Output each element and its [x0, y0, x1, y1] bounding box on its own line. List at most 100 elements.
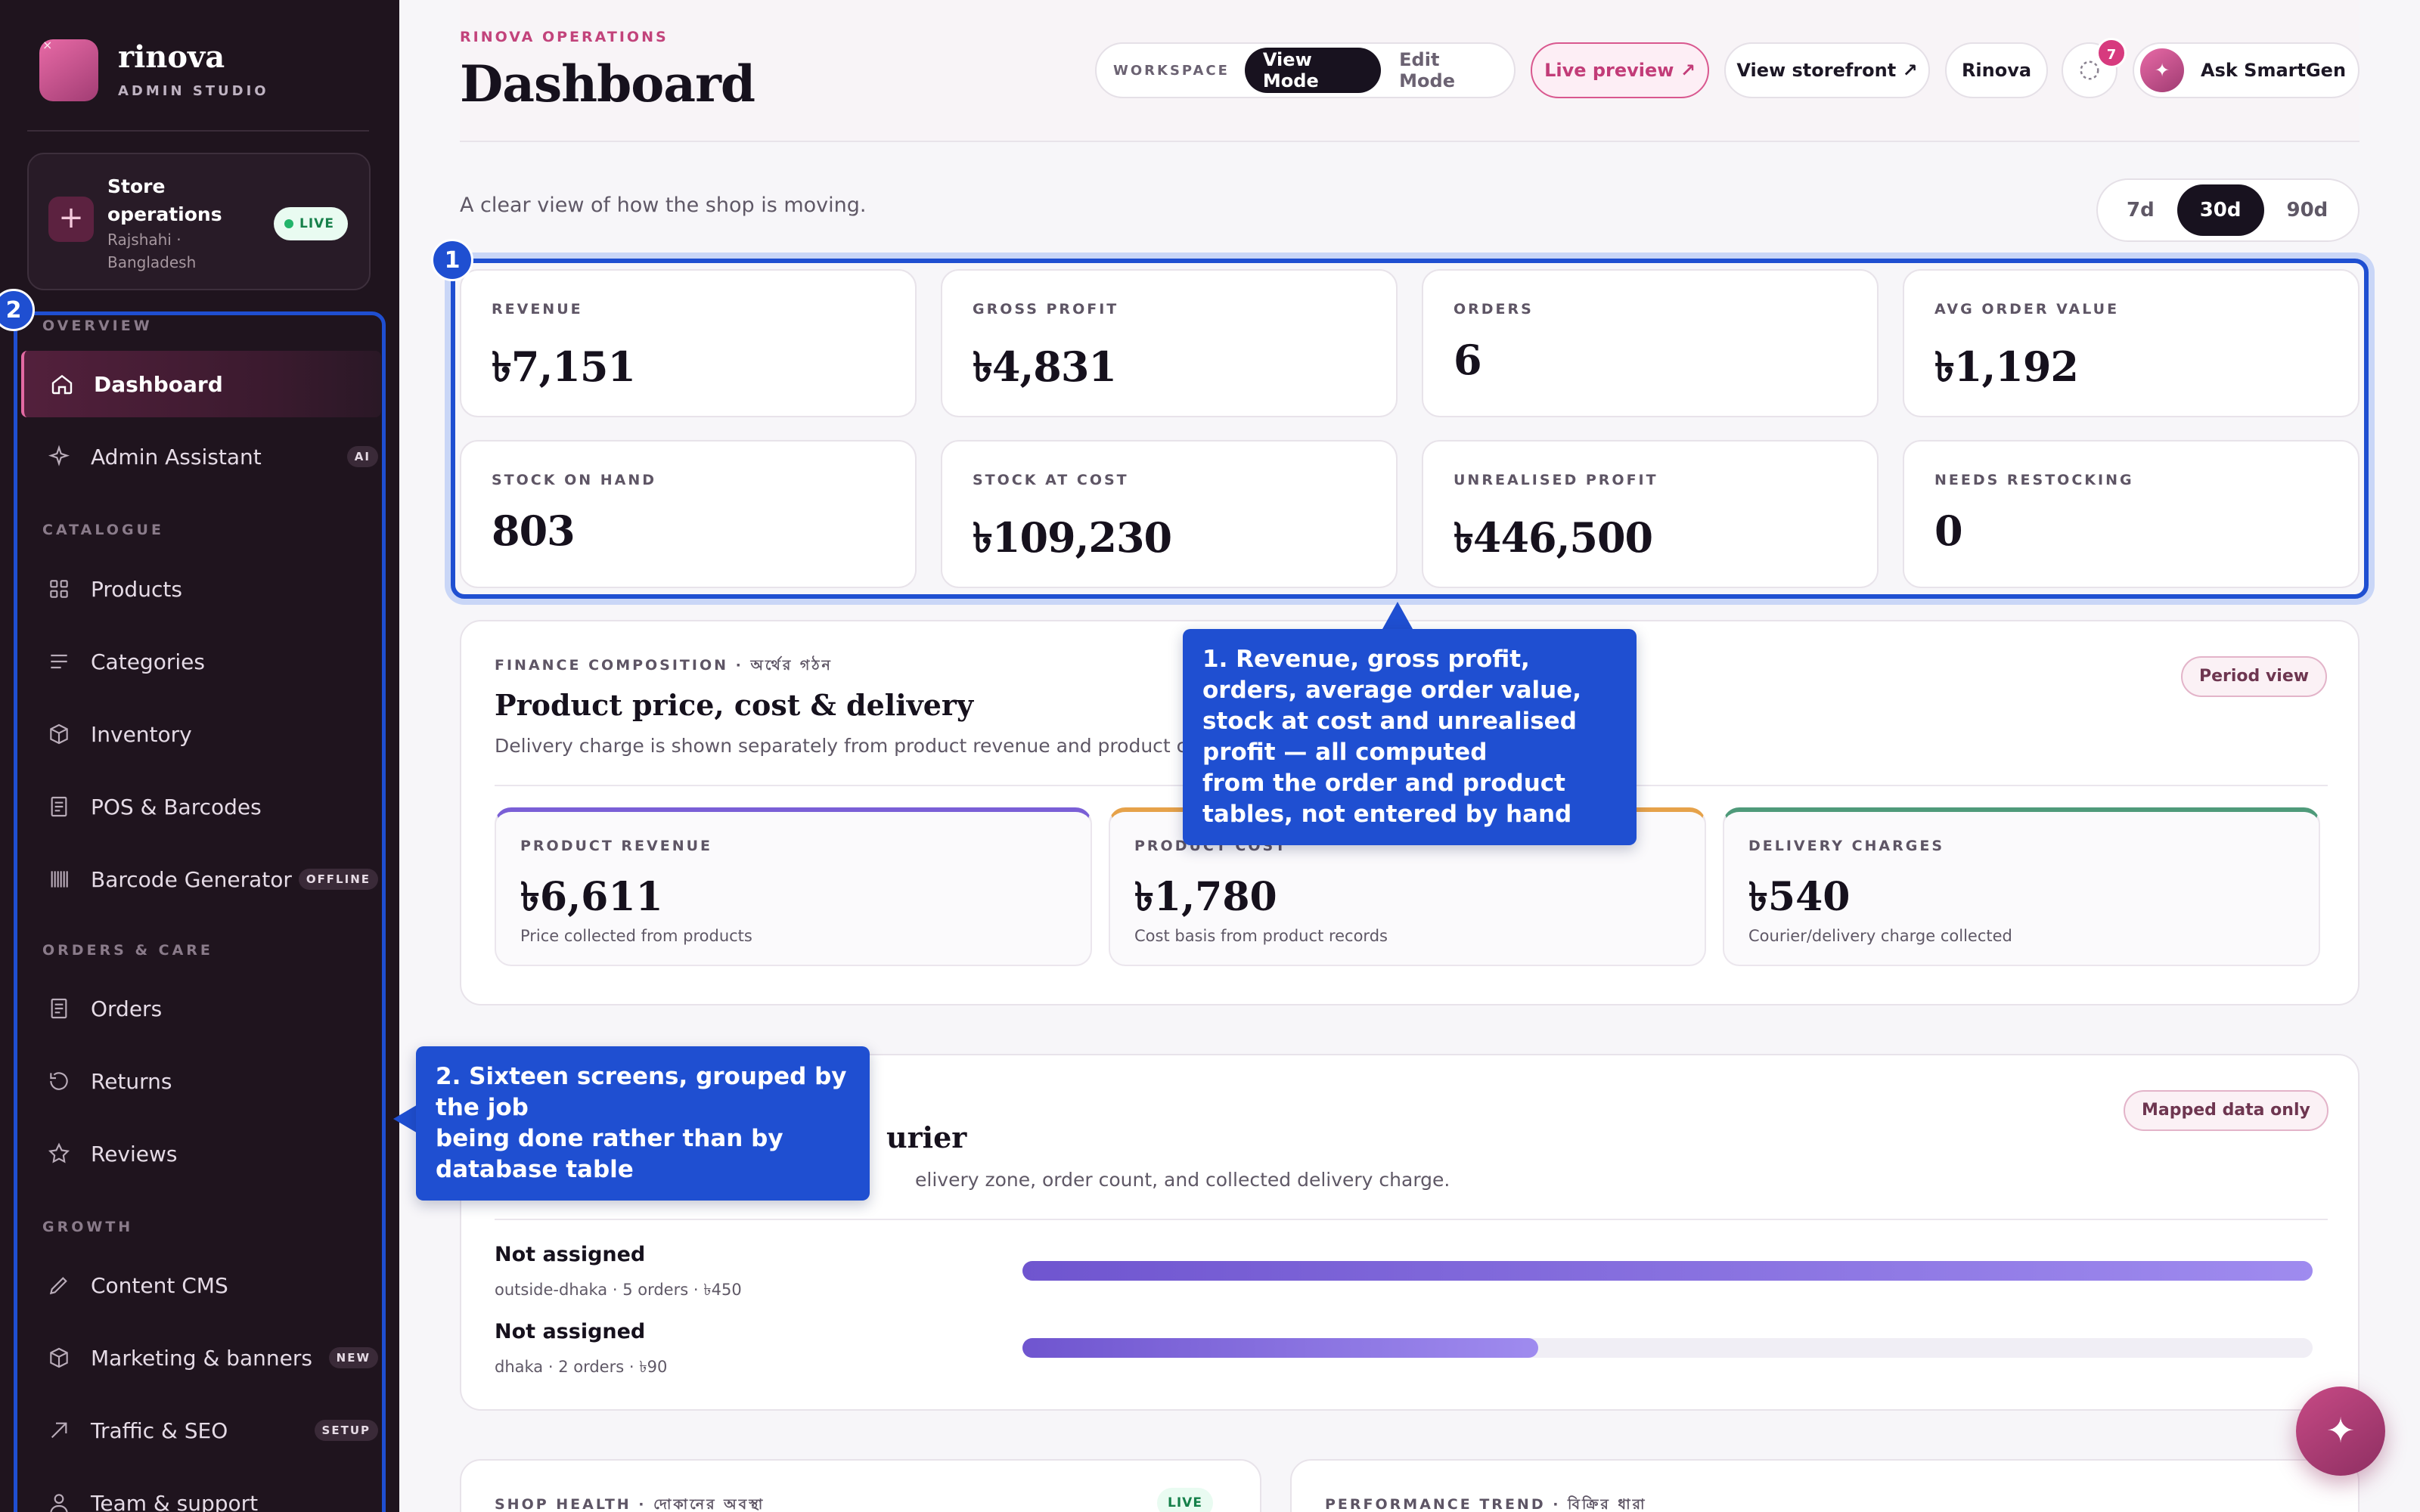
sidebar-item-dashboard[interactable]: Dashboard	[21, 351, 381, 417]
sidebar-item-label: Admin Assistant	[91, 444, 262, 469]
card-eyebrow: PERFORMANCE TREND · বিক্রির ধারা	[1325, 1496, 1647, 1512]
sub-card-note: Cost basis from product records	[1134, 927, 1388, 945]
kpi-card-orders: ORDERS 6	[1422, 269, 1879, 417]
card-title: Product price, cost & delivery	[495, 688, 974, 722]
brand-logo: ×	[39, 38, 98, 101]
nav-section-overview: OVERVIEW	[42, 318, 153, 334]
kpi-value: 803	[492, 507, 576, 555]
pencil-icon	[49, 1277, 67, 1295]
barcode-icon	[51, 871, 68, 888]
sidebar-item-inventory[interactable]: Inventory	[21, 701, 381, 767]
sidebar-item-label: Reviews	[91, 1141, 178, 1167]
grid-icon	[50, 580, 68, 598]
kpi-label: NEEDS RESTOCKING	[1934, 472, 2134, 488]
page-eyebrow: RINOVA OPERATIONS	[460, 29, 669, 45]
range-90d[interactable]: 90d	[2286, 199, 2328, 222]
kpi-value: ৳446,500	[1454, 513, 1653, 562]
sidebar-item-categories[interactable]: Categories	[21, 628, 381, 695]
nav-section-growth: GROWTH	[42, 1219, 134, 1235]
new-badge: NEW	[328, 1347, 378, 1368]
sidebar-item-returns[interactable]: Returns	[21, 1048, 381, 1114]
spinner-icon	[2080, 60, 2099, 80]
annotation-callout-1: 1. Revenue, gross profit, orders, averag…	[1183, 629, 1637, 845]
sidebar-item-label: Orders	[91, 996, 163, 1021]
brand[interactable]: × rinova ADMIN STUDIO	[39, 38, 269, 101]
route-bar-track	[1022, 1338, 2313, 1358]
sub-card-value: ৳540	[1748, 874, 1851, 920]
plus-icon: +	[48, 197, 94, 242]
sidebar-item-reviews[interactable]: Reviews	[21, 1120, 381, 1187]
sidebar-highlight-frame	[14, 311, 386, 1512]
live-preview-button[interactable]: Live preview ↗	[1531, 42, 1709, 98]
delivery-charges-card: DELIVERY CHARGES ৳540 Courier/delivery c…	[1723, 807, 2320, 966]
store-name-button[interactable]: Rinova	[1945, 42, 2048, 98]
home-icon	[51, 374, 73, 395]
offline-badge: OFFLINE	[298, 869, 378, 890]
sidebar-item-team-support[interactable]: Team & support	[21, 1470, 381, 1512]
range-30d[interactable]: 30d	[2176, 184, 2264, 236]
annotation-callout-2: 2. Sixteen screens, grouped by the job b…	[416, 1046, 870, 1201]
assistant-fab[interactable]: ✦	[2296, 1387, 2385, 1476]
sidebar-item-label: Team & support	[91, 1490, 259, 1512]
workspace-label: WORKSPACE	[1113, 62, 1230, 79]
status-badge: LIVE	[274, 207, 348, 240]
callout-pointer	[393, 1104, 419, 1134]
sidebar-item-barcode-generator[interactable]: Barcode Generator OFFLINE	[21, 846, 381, 912]
star-icon	[48, 1142, 70, 1163]
view-mode-button[interactable]: View Mode	[1244, 48, 1382, 93]
kpi-label: STOCK ON HAND	[492, 472, 657, 488]
page-subtitle: A clear view of how the shop is moving.	[460, 194, 867, 217]
period-view-tag[interactable]: Period view	[2181, 656, 2328, 697]
kpi-label: UNREALISED PROFIT	[1454, 472, 1658, 488]
performance-trend-card: PERFORMANCE TREND · বিক্রির ধারা	[1290, 1459, 2360, 1512]
nav-section-orders-care: ORDERS & CARE	[42, 942, 213, 959]
kpi-value: ৳109,230	[973, 513, 1172, 562]
view-storefront-button[interactable]: View storefront ↗	[1724, 42, 1930, 98]
sparkle-icon: ✦	[2325, 1410, 2356, 1451]
kpi-card-revenue: REVENUE ৳7,151	[460, 269, 917, 417]
card-eyebrow: FINANCE COMPOSITION · অর্থের গঠন	[495, 657, 833, 674]
kpi-label: REVENUE	[492, 301, 583, 318]
box-icon	[50, 1347, 68, 1368]
sidebar-item-traffic-seo[interactable]: Traffic & SEO SETUP	[21, 1397, 381, 1464]
sidebar-item-label: Inventory	[91, 721, 192, 747]
sidebar-item-label: Products	[91, 576, 182, 602]
kpi-card-avg-order-value: AVG ORDER VALUE ৳1,192	[1903, 269, 2360, 417]
mapped-data-tag[interactable]: Mapped data only	[2124, 1090, 2328, 1131]
sidebar-item-content-cms[interactable]: Content CMS	[21, 1252, 381, 1318]
sidebar-item-pos-barcodes[interactable]: POS & Barcodes	[21, 773, 381, 840]
sidebar-item-label: Marketing & banners	[91, 1345, 312, 1371]
sidebar-item-products[interactable]: Products	[21, 556, 381, 622]
kpi-value: 6	[1454, 336, 1482, 384]
route-meta: outside-dhaka · 5 orders · ৳450	[495, 1281, 742, 1299]
sub-card-value: ৳6,611	[520, 874, 663, 920]
sidebar-item-label: POS & Barcodes	[91, 794, 262, 820]
receipt-icon	[51, 796, 67, 817]
receipt-icon	[51, 998, 67, 1019]
route-name: Not assigned	[495, 1320, 646, 1343]
sidebar: × rinova ADMIN STUDIO + Store operations…	[0, 0, 399, 1512]
sidebar-item-label: Categories	[91, 649, 205, 674]
store-title: Store operations	[107, 175, 222, 225]
sidebar-item-admin-assistant[interactable]: Admin Assistant AI	[21, 423, 381, 490]
range-7d[interactable]: 7d	[2127, 199, 2155, 222]
annotation-marker-2: 2	[0, 289, 35, 331]
edit-mode-button[interactable]: Edit Mode	[1399, 49, 1455, 91]
divider	[27, 130, 369, 132]
date-range-selector: 7d 30d 90d	[2096, 178, 2360, 242]
kpi-card-gross-profit: GROSS PROFIT ৳4,831	[941, 269, 1398, 417]
sidebar-item-orders[interactable]: Orders	[21, 975, 381, 1042]
ask-smartgen-button[interactable]: ✦ Ask SmartGen	[2133, 42, 2360, 98]
store-switcher[interactable]: + Store operations Rajshahi · Bangladesh…	[27, 153, 371, 290]
main-content: RINOVA OPERATIONS Dashboard WORKSPACE Vi…	[399, 0, 2420, 1512]
kpi-card-stock-on-hand: STOCK ON HAND 803	[460, 440, 917, 588]
ai-badge: AI	[346, 446, 378, 467]
sub-card-note: Price collected from products	[520, 927, 752, 945]
sidebar-item-marketing[interactable]: Marketing & banners NEW	[21, 1325, 381, 1391]
card-title: urier	[886, 1120, 967, 1154]
sparkle-icon	[48, 445, 70, 466]
user-icon	[50, 1494, 68, 1512]
list-icon	[51, 654, 67, 669]
kpi-label: STOCK AT COST	[973, 472, 1129, 488]
annotation-marker-1: 1	[431, 239, 473, 281]
